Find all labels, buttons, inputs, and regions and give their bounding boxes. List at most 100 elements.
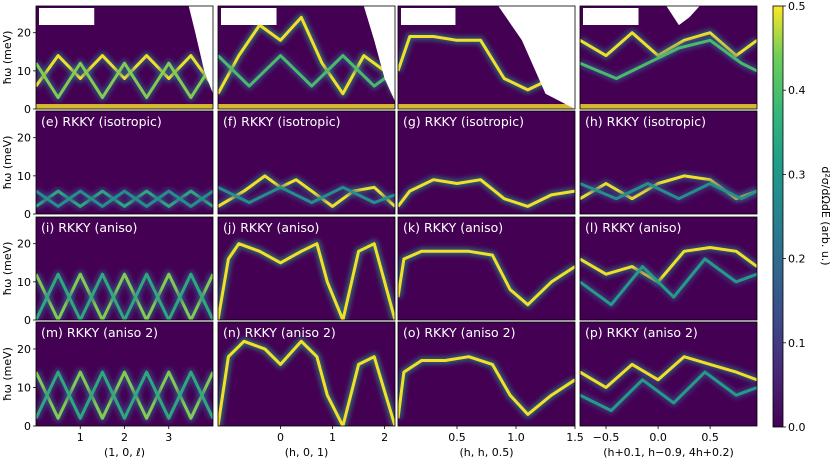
colorbar-label: d²σ/dΩdE (arb. u.) (819, 166, 831, 265)
x-tick-label: 2 (121, 431, 128, 444)
x-tick-label: 1 (329, 431, 336, 444)
panel-k: (k) RKKY (aniso) (397, 216, 576, 321)
y-tick-label: 20 (17, 132, 31, 145)
x-tick-label: 2 (381, 431, 388, 444)
panel-label: (b) Data (223, 9, 275, 24)
dispersion-branch (218, 174, 395, 208)
panel-label: (l) RKKY (aniso) (585, 220, 681, 235)
panel-h: (h) RKKY (isotropic) (579, 110, 758, 215)
panel-label: (a) Data (41, 9, 92, 24)
panel-frame (217, 5, 396, 110)
x-tick-label: 1 (77, 431, 84, 444)
panel-frame (217, 216, 396, 321)
colorbar-ticks: 0.0 0.1 0.2 0.3 0.4 0.5 (783, 0, 806, 434)
dispersion-branch (218, 242, 395, 320)
x-tick-label: −0.5 (593, 431, 620, 444)
dispersion-branch (398, 355, 575, 419)
elastic-line (398, 104, 575, 109)
panel-background (218, 217, 395, 320)
dispersion-branch (580, 38, 757, 80)
axes-annotations: ħω (meV) ħω (meV) ħω (meV) ħω (meV) (1, 0, ℓ… (1, 31, 734, 459)
dispersion-branch (218, 185, 395, 205)
panel-label: (m) RKKY (aniso 2) (41, 325, 158, 340)
y-tick-label: 20 (17, 27, 31, 40)
panel-a: (a) Data 0 10 20 (17, 5, 214, 116)
y-tick-label: 0 (24, 420, 31, 433)
y-tick-label: 0 (24, 103, 31, 116)
colorbar-gradient (772, 5, 784, 428)
colorbar-tick-label: 0.0 (788, 421, 806, 434)
panel-l: (l) RKKY (aniso) (579, 216, 758, 321)
panel-frame (217, 110, 396, 215)
panel-frame (397, 5, 576, 110)
y-axis-label: ħω (meV) (1, 347, 14, 401)
dispersion-branch (218, 15, 395, 96)
panel-frame (397, 321, 576, 427)
masked-region (666, 6, 700, 26)
panel-label: (c) Data (403, 9, 453, 24)
elastic-line (36, 104, 213, 109)
x-tick-label: 0.5 (701, 431, 719, 444)
panel-i: (i) RKKY (aniso) 0 10 20 (17, 216, 214, 327)
y-tick-label: 0 (24, 208, 31, 221)
panel-label: (k) RKKY (aniso) (403, 220, 503, 235)
colorbar-tick-label: 0.2 (788, 253, 806, 266)
dispersion-branch (36, 61, 213, 100)
panel-label: (f) RKKY (isotropic) (223, 114, 340, 129)
panel-b: (b) Data (217, 5, 396, 110)
y-axis-label: ħω (meV) (1, 242, 14, 296)
panel-frame (579, 321, 758, 427)
panel-label: (n) RKKY (aniso 2) (223, 325, 336, 340)
elastic-line (218, 104, 395, 109)
panel-frame (35, 5, 214, 110)
dispersion-branch (36, 272, 213, 320)
y-tick-label: 10 (17, 170, 31, 183)
dispersion-branch (36, 272, 213, 320)
panel-label: (e) RKKY (isotropic) (41, 114, 162, 129)
panel-frame (397, 216, 576, 321)
panel-frame (579, 110, 758, 215)
panel-f: (f) RKKY (isotropic) (217, 110, 396, 215)
panel-j: (j) RKKY (aniso) (217, 216, 396, 321)
dispersion-branch (36, 54, 213, 87)
dispersion-branch (398, 249, 575, 307)
panel-o: (o) RKKY (aniso 2) 0.5 1.0 1.5 (397, 321, 584, 444)
dispersion-branch (218, 54, 395, 88)
dispersion-branch (580, 257, 757, 307)
dispersion-branch (398, 178, 575, 208)
panel-label-background (583, 8, 639, 25)
y-tick-label: 20 (17, 238, 31, 251)
dispersion-branch (36, 370, 213, 420)
dispersion-branch (36, 370, 213, 420)
dispersion-branch (218, 339, 395, 426)
panel-frame (579, 216, 758, 321)
colorbar-tick-label: 0.4 (788, 84, 806, 97)
panel-label: (h) RKKY (isotropic) (585, 114, 706, 129)
panel-label: (g) RKKY (isotropic) (403, 114, 524, 129)
panel-e: (e) RKKY (isotropic) 0 10 20 (17, 110, 214, 221)
panel-label-background (401, 8, 456, 25)
x-axis-label: (h, h, 0.5) (459, 446, 513, 459)
panel-frame (35, 216, 214, 321)
dispersion-branch (36, 189, 213, 208)
panel-frame (35, 110, 214, 215)
masked-region (188, 6, 213, 94)
panel-frame (579, 5, 758, 110)
elastic-line (580, 104, 757, 109)
x-tick-label: 0.5 (448, 431, 466, 444)
dispersion-branch (580, 246, 757, 284)
y-tick-label: 10 (17, 276, 31, 289)
x-tick-label: 1.0 (507, 431, 525, 444)
panel-background (398, 217, 575, 320)
x-tick-label: 3 (165, 431, 172, 444)
x-axis-label: (1, 0, ℓ) (104, 446, 145, 459)
colorbar: 0.0 0.1 0.2 0.3 0.4 0.5 d²σ/dΩdE (arb. u.) (772, 0, 831, 434)
x-tick-label: 0 (277, 431, 284, 444)
y-tick-label: 10 (17, 65, 31, 78)
panel-p: (p) RKKY (aniso 2) −0.5 0.0 0.5 (579, 321, 758, 444)
panel-label: (o) RKKY (aniso 2) (403, 325, 516, 340)
panel-c: (c) Data (397, 5, 576, 110)
dispersion-branch (580, 182, 757, 201)
